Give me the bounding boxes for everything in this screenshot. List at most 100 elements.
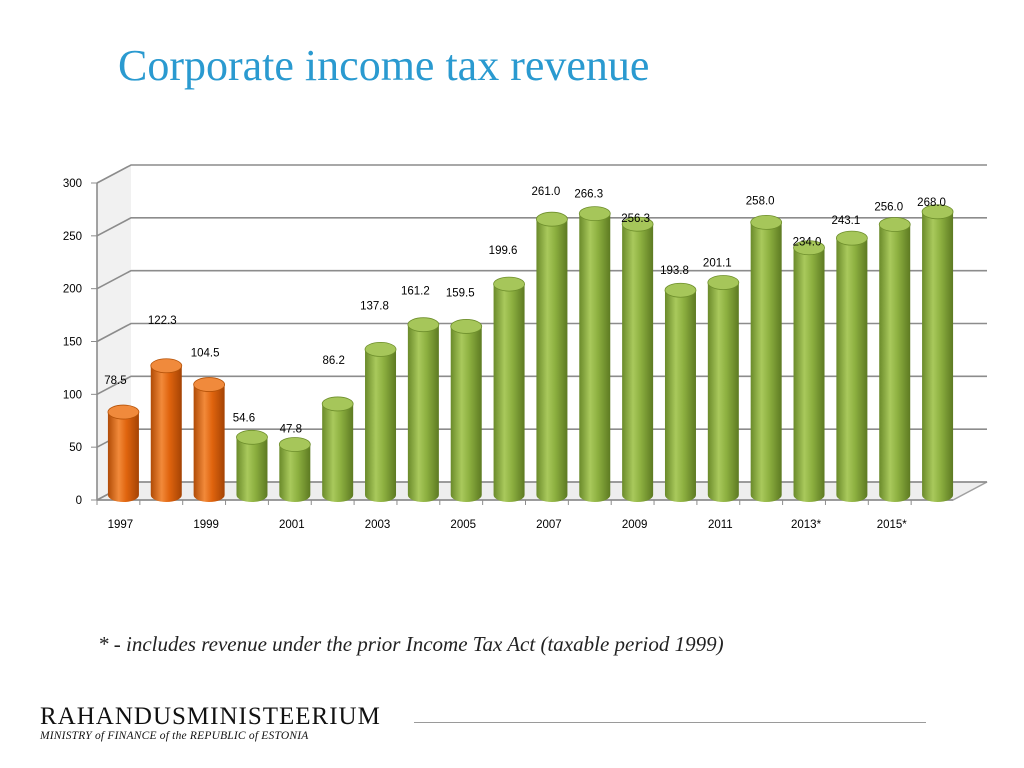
bar-cap <box>278 437 311 452</box>
y-tick-label: 250 <box>63 231 82 243</box>
bar-body <box>322 403 354 503</box>
gridline <box>96 217 987 237</box>
x-tick-label: 2015* <box>877 519 908 531</box>
value-label: 266.3 <box>574 189 603 201</box>
x-tick-label: 2005 <box>450 519 476 531</box>
bar-cap <box>364 341 397 357</box>
y-tick-label: 300 <box>63 178 82 190</box>
bar-cap <box>793 240 825 256</box>
revenue-chart: 0 50 100 150 200 250 300 78.5 122.3 104.5 54.6 47.… <box>63 164 988 531</box>
bar-body <box>193 384 225 503</box>
bar-cap <box>107 404 140 420</box>
bar-2011 <box>707 275 740 503</box>
gridline <box>96 322 987 343</box>
x-tick-label: 2003 <box>365 519 391 531</box>
y-tick-label: 200 <box>63 284 82 296</box>
bar-2001 <box>278 437 311 503</box>
value-label: 268.0 <box>917 197 946 209</box>
bar-cap <box>878 217 911 232</box>
bar-2008 <box>578 206 611 503</box>
bar-2016 <box>921 204 954 503</box>
bar-cap <box>321 396 354 412</box>
bar-cap <box>750 214 783 230</box>
bar-2007 <box>536 211 568 503</box>
value-label: 258.0 <box>746 195 775 207</box>
value-label: 256.3 <box>621 213 650 225</box>
bars <box>107 204 954 503</box>
bar-2012 <box>750 214 783 503</box>
bar-1998 <box>150 358 183 503</box>
value-labels: 78.5 122.3 104.5 54.6 47.8 86.2 137.8 161.2 159.… <box>104 186 946 435</box>
bar-cap <box>536 211 568 227</box>
bar-body <box>493 284 525 503</box>
ministry-logo-name: RAHANDUSMINISTEERIUM <box>40 703 381 730</box>
bar-2005 <box>450 319 483 503</box>
y-tick-label: 150 <box>63 337 82 349</box>
bar-body <box>450 326 482 503</box>
y-axis-ticks: 0 50 100 150 200 250 300 <box>63 178 97 507</box>
value-label: 78.5 <box>104 375 126 387</box>
slide-title: Corporate income tax revenue <box>118 41 650 90</box>
bar-body <box>150 365 182 503</box>
bar-body <box>750 222 782 503</box>
bar-body <box>836 238 868 503</box>
bar-cap <box>407 317 440 333</box>
value-label: 137.8 <box>360 300 389 312</box>
gridline <box>96 164 987 184</box>
footnote: * - includes revenue under the prior Inc… <box>98 632 724 656</box>
value-label: 47.8 <box>280 423 302 435</box>
bar-body <box>536 219 568 503</box>
bar-2000 <box>236 429 268 502</box>
bar-2010 <box>664 282 697 503</box>
y-tick-label: 50 <box>69 442 82 454</box>
bar-body <box>793 247 825 503</box>
bar-cap <box>193 377 226 392</box>
bar-2006 <box>493 276 525 503</box>
bar-2002 <box>321 396 354 503</box>
bar-2009 <box>621 216 654 503</box>
x-tick-label: 2001 <box>279 519 305 531</box>
bar-body <box>407 324 439 503</box>
bar-cap <box>493 276 525 292</box>
bar-body <box>879 224 911 503</box>
bar-body <box>707 282 739 503</box>
footer-divider <box>414 722 926 723</box>
x-axis-ticks: 1997 1999 2001 2003 2005 2007 2009 2011 2013* 201… <box>96 500 912 531</box>
bar-1997 <box>107 404 140 503</box>
bar-cap <box>707 275 740 290</box>
bar-2013* <box>793 240 825 503</box>
bar-body <box>922 211 954 503</box>
bar-cap <box>921 204 954 220</box>
value-label: 243.1 <box>831 215 860 227</box>
gridline <box>96 269 987 290</box>
value-label: 201.1 <box>703 258 732 270</box>
bar-2015* <box>878 217 911 503</box>
x-tick-label: 2013* <box>791 519 822 531</box>
value-label: 234.0 <box>793 237 822 249</box>
value-label: 199.6 <box>489 245 518 257</box>
y-tick-label: 100 <box>63 389 82 401</box>
value-label: 261.0 <box>532 186 561 198</box>
value-label: 161.2 <box>401 286 430 298</box>
x-tick-label: 2009 <box>622 519 648 531</box>
bar-cap <box>450 319 483 334</box>
x-tick-label: 2011 <box>708 519 733 531</box>
bar-1999 <box>193 377 226 503</box>
bar-body <box>236 437 268 502</box>
x-tick-label: 1999 <box>193 519 219 531</box>
x-tick-label: 1997 <box>108 519 134 531</box>
y-tick-label: 0 <box>76 495 82 507</box>
x-tick-label: 2007 <box>536 519 562 531</box>
bar-body <box>622 224 654 503</box>
bar-body <box>365 349 397 503</box>
value-label: 193.8 <box>660 265 689 277</box>
value-label: 256.0 <box>874 201 903 213</box>
bar-body <box>107 412 139 503</box>
bar-2003 <box>364 341 397 503</box>
bar-cap <box>621 216 654 232</box>
value-label: 104.5 <box>191 348 220 360</box>
value-label: 122.3 <box>148 315 177 327</box>
value-label: 86.2 <box>322 355 344 367</box>
value-label: 159.5 <box>446 287 475 299</box>
ministry-logo-subtitle: MINISTRY of FINANCE of the REPUBLIC of E… <box>40 730 309 742</box>
